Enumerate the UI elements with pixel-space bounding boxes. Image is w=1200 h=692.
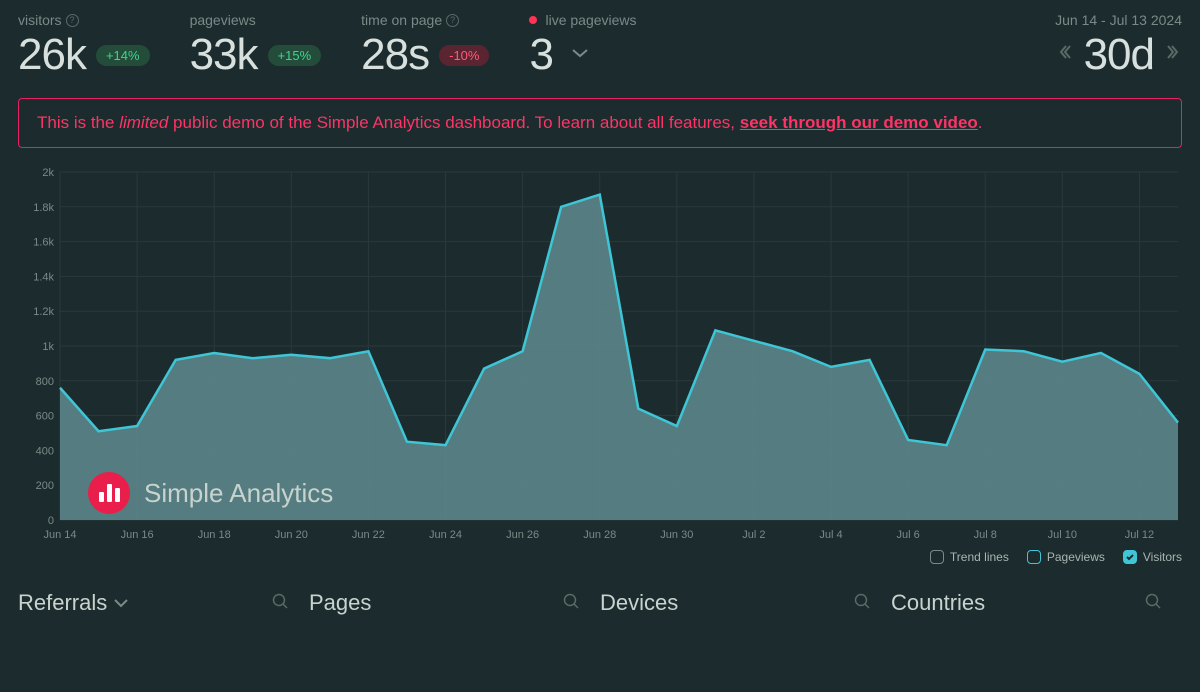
- legend-item[interactable]: Pageviews: [1027, 550, 1105, 564]
- help-icon[interactable]: ?: [66, 14, 79, 27]
- svg-text:1.4k: 1.4k: [33, 271, 54, 283]
- live-dot-icon: [529, 16, 537, 24]
- legend-item[interactable]: Visitors: [1123, 550, 1182, 564]
- legend-item[interactable]: Trend lines: [930, 550, 1009, 564]
- tab-label: Pages: [309, 590, 371, 616]
- chevron-down-icon[interactable]: [571, 46, 589, 64]
- metric-label: time on page: [361, 12, 442, 28]
- search-icon[interactable]: [853, 590, 871, 616]
- metric-value: 28s: [361, 30, 429, 80]
- checkbox-icon[interactable]: [1027, 550, 1041, 564]
- tab-devices[interactable]: Devices: [600, 584, 891, 622]
- tab-label: Countries: [891, 590, 985, 616]
- brand-overlay: Simple Analytics: [88, 472, 333, 514]
- metric-live-pageviews: live pageviews 3: [529, 12, 636, 80]
- metric-value: 26k: [18, 30, 86, 80]
- tab-referrals[interactable]: Referrals: [18, 584, 309, 622]
- svg-text:Jul 4: Jul 4: [819, 529, 842, 541]
- svg-text:600: 600: [36, 411, 54, 423]
- banner-prefix: This is the: [37, 113, 119, 132]
- svg-text:Jun 26: Jun 26: [506, 529, 539, 541]
- svg-text:Jul 6: Jul 6: [897, 529, 920, 541]
- period-value[interactable]: 30d: [1084, 30, 1154, 80]
- delta-badge: +14%: [96, 45, 150, 66]
- svg-text:Jun 18: Jun 18: [198, 529, 231, 541]
- svg-text:Jun 28: Jun 28: [583, 529, 616, 541]
- legend-label: Trend lines: [950, 550, 1009, 564]
- brand-name: Simple Analytics: [144, 478, 333, 509]
- svg-text:Jun 24: Jun 24: [429, 529, 462, 541]
- chevron-down-icon[interactable]: [113, 598, 129, 608]
- metric-value: 33k: [190, 30, 258, 80]
- svg-text:400: 400: [36, 445, 54, 457]
- svg-text:1.6k: 1.6k: [33, 237, 54, 249]
- metric-label: pageviews: [190, 12, 256, 28]
- svg-text:Jun 22: Jun 22: [352, 529, 385, 541]
- metric-visitors: visitors ? 26k +14%: [18, 12, 150, 80]
- banner-link[interactable]: seek through our demo video: [740, 113, 978, 132]
- svg-text:800: 800: [36, 376, 54, 388]
- delta-badge: +15%: [268, 45, 322, 66]
- metric-time-on-page: time on page ? 28s -10%: [361, 12, 489, 80]
- checkbox-icon[interactable]: [1123, 550, 1137, 564]
- svg-text:Jul 2: Jul 2: [742, 529, 765, 541]
- svg-text:0: 0: [48, 515, 54, 527]
- svg-text:2k: 2k: [42, 167, 54, 179]
- svg-text:Jul 10: Jul 10: [1048, 529, 1077, 541]
- legend-label: Visitors: [1143, 550, 1182, 564]
- chevron-left-icon[interactable]: [1056, 42, 1072, 68]
- banner-suffix: .: [978, 113, 983, 132]
- svg-text:Jul 12: Jul 12: [1125, 529, 1154, 541]
- demo-banner: This is the limited public demo of the S…: [18, 98, 1182, 148]
- metric-label: visitors: [18, 12, 62, 28]
- svg-text:Jun 14: Jun 14: [43, 529, 76, 541]
- svg-text:1.2k: 1.2k: [33, 306, 54, 318]
- date-range-text: Jun 14 - Jul 13 2024: [1055, 12, 1182, 28]
- tab-pages[interactable]: Pages: [309, 584, 600, 622]
- banner-limited: limited: [119, 113, 168, 132]
- svg-text:200: 200: [36, 480, 54, 492]
- visitors-chart: 0 200 400 600 800 1k 1.2k 1.4k 1.6k 1.8k 2k Jun 14 J…: [18, 164, 1182, 544]
- metric-pageviews: pageviews 33k +15%: [190, 12, 322, 80]
- checkbox-icon[interactable]: [930, 550, 944, 564]
- svg-text:1k: 1k: [42, 341, 54, 353]
- date-range: Jun 14 - Jul 13 2024 30d: [1055, 12, 1182, 80]
- metric-label: live pageviews: [545, 12, 636, 28]
- svg-text:Jun 20: Jun 20: [275, 529, 308, 541]
- brand-logo-icon: [88, 472, 130, 514]
- search-icon[interactable]: [1144, 590, 1162, 616]
- tab-label: Devices: [600, 590, 678, 616]
- svg-text:Jul 8: Jul 8: [974, 529, 997, 541]
- svg-text:1.8k: 1.8k: [33, 202, 54, 214]
- tabs-row: Referrals Pages Devices Countries: [18, 576, 1182, 622]
- chevron-right-icon[interactable]: [1166, 42, 1182, 68]
- tab-label: Referrals: [18, 590, 107, 616]
- search-icon[interactable]: [562, 590, 580, 616]
- delta-badge: -10%: [439, 45, 489, 66]
- banner-middle: public demo of the Simple Analytics dash…: [168, 113, 739, 132]
- svg-text:Jun 16: Jun 16: [121, 529, 154, 541]
- legend-label: Pageviews: [1047, 550, 1105, 564]
- search-icon[interactable]: [271, 590, 289, 616]
- help-icon[interactable]: ?: [446, 14, 459, 27]
- svg-text:Jun 30: Jun 30: [660, 529, 693, 541]
- metrics-row: visitors ? 26k +14% pageviews 33k +15% t…: [18, 12, 1182, 80]
- metric-value: 3: [529, 30, 552, 80]
- tab-countries[interactable]: Countries: [891, 584, 1182, 622]
- chart-legend: Trend lines Pageviews Visitors: [18, 550, 1182, 564]
